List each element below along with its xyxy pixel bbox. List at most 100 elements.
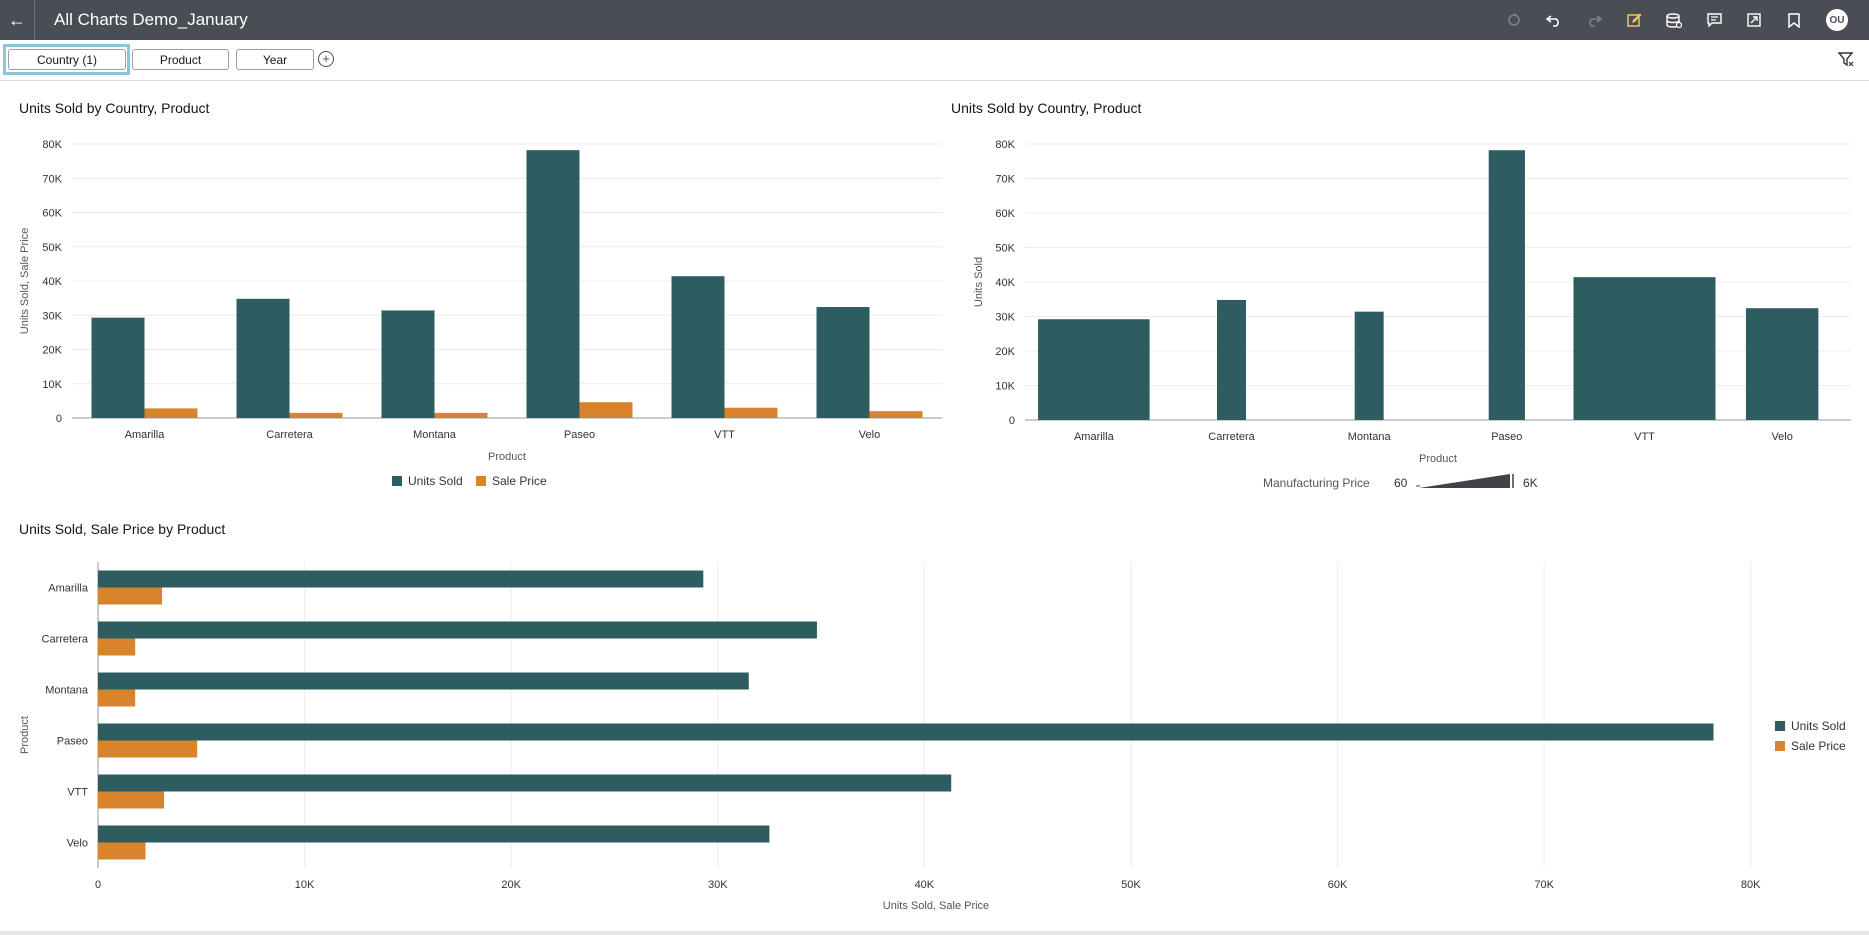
top-bar: ← All Charts Demo_January OU [0,0,1869,40]
chart3-bar-units-sold [98,672,749,690]
chart3-bar-sale-price [98,791,165,809]
chart1-x-axis-label: Product [488,451,526,463]
chart1-bar-sale-price [724,407,778,418]
chart1-x-tick-label: Amarilla [125,429,166,441]
chart3-bar-units-sold [98,825,770,843]
filter-year[interactable]: Year [236,49,314,70]
chart3-legend-sale-price[interactable]: Sale Price [1775,739,1846,753]
chart2-y-tick-label: 80K [995,139,1015,151]
legend-swatch [1775,741,1785,751]
chart2-title: Units Sold by Country, Product [951,100,1142,116]
chart1-x-tick-label: Carretera [266,429,313,441]
filter-focus-ring [3,44,130,75]
chart2-y-tick-label: 70K [995,174,1015,186]
chart3-x-tick-label: 0 [95,879,101,891]
chart1-bar-sale-price [434,412,488,418]
chart2-bar-units-sold [1745,308,1819,420]
chart2-y-tick-label: 10K [995,381,1015,393]
chart3-y-axis-label: Product [19,716,31,754]
chart3-bar-units-sold [98,723,1714,741]
chart2-bar-units-sold [1354,311,1384,420]
page-title: All Charts Demo_January [54,10,248,29]
chart1-bar-units-sold [381,310,435,418]
chart1-bar-units-sold [671,276,725,418]
chart2-y-tick-label: 30K [995,312,1015,324]
chart3-x-tick-label: 50K [1121,879,1141,891]
chart1-legend-sale-price[interactable]: Sale Price [476,474,547,488]
chart1-legend-units-sold[interactable]: Units Sold [392,474,463,488]
chart2-y-tick-label: 40K [995,277,1015,289]
chart1-y-tick-label: 20K [42,345,62,357]
export-icon[interactable] [1744,10,1764,30]
chart3-bar-units-sold [98,570,704,588]
legend-label: Sale Price [1791,739,1846,753]
chart2-x-tick-label: Paseo [1491,431,1522,443]
chart2-bar-units-sold [1217,299,1246,420]
chart2-bar-units-sold [1038,319,1150,420]
undo-icon[interactable] [1544,10,1564,30]
bookmark-icon[interactable] [1784,10,1804,30]
chart1-bar-units-sold [816,307,870,418]
chart3-x-tick-label: 80K [1741,879,1761,891]
chart2-size-legend-wedge [1419,474,1510,488]
filter-funnel-icon[interactable] [1837,50,1855,68]
chart3-y-tick-label: Carretera [42,634,89,646]
chart1-title: Units Sold by Country, Product [19,100,210,116]
data-icon[interactable] [1664,10,1684,30]
legend-swatch [476,476,486,486]
chart2-x-tick-label: Amarilla [1074,431,1115,443]
avatar[interactable]: OU [1826,9,1848,31]
chart3-x-tick-label: 70K [1534,879,1554,891]
filter-product[interactable]: Product [132,49,229,70]
legend-swatch [392,476,402,486]
filter-country[interactable]: Country (1) [8,49,126,70]
legend-label: Sale Price [492,474,547,488]
chart1-bar-sale-price [289,412,343,418]
chart3-title: Units Sold, Sale Price by Product [19,521,226,537]
chart2-bar-units-sold [1488,150,1525,420]
back-arrow-icon[interactable]: ← [0,0,35,40]
chart3-bar-units-sold [98,774,952,792]
chart3-legend-units-sold[interactable]: Units Sold [1775,719,1846,733]
chart3-y-tick-label: Amarilla [48,583,89,595]
chart2-size-legend-max: 6K [1523,476,1538,490]
chart2-x-tick-label: Carretera [1208,431,1255,443]
chart1-y-tick-label: 0 [56,413,62,425]
chart1-x-tick-label: Montana [413,429,457,441]
chart1-y-tick-label: 60K [42,208,62,220]
chart1-y-tick-label: 30K [42,310,62,322]
chart1-y-tick-label: 40K [42,276,62,288]
redo-icon[interactable] [1584,10,1604,30]
chart1-y-tick-label: 50K [42,242,62,254]
chart1-y-tick-label: 10K [42,379,62,391]
chart3-x-tick-label: 60K [1328,879,1348,891]
chart3-x-tick-label: 30K [708,879,728,891]
refresh-icon[interactable] [1504,10,1524,30]
chart1-bar-units-sold [91,317,145,418]
chart2-size-legend-min: 60 [1394,476,1408,490]
chart3-y-tick-label: Paseo [57,736,88,748]
chart2-x-tick-label: VTT [1634,431,1655,443]
chart1-bar-sale-price [144,408,198,418]
legend-label: Units Sold [408,474,463,488]
chart3-bar-sale-price [98,740,198,758]
chart1-y-axis-label: Units Sold, Sale Price [19,228,31,334]
chart2-x-axis-label: Product [1419,453,1457,465]
chart1-x-tick-label: VTT [714,429,735,441]
edit-icon[interactable] [1624,10,1644,30]
chart2-bar-units-sold [1573,277,1716,420]
add-filter-icon[interactable]: + [318,51,334,67]
chart1-y-tick-label: 70K [42,173,62,185]
chart1-x-tick-label: Velo [859,429,880,441]
chart2-y-tick-label: 60K [995,208,1015,220]
chart3-x-tick-label: 10K [295,879,315,891]
chart2-size-legend-label: Manufacturing Price [1263,476,1370,490]
bottom-scroll-strip [0,931,1869,935]
comment-icon[interactable] [1704,10,1724,30]
chart2-x-tick-label: Velo [1771,431,1792,443]
chart3-bar-units-sold [98,621,817,639]
chart2-y-tick-label: 50K [995,243,1015,255]
chart3-bar-sale-price [98,587,163,605]
chart2-y-tick-label: 0 [1009,415,1015,427]
